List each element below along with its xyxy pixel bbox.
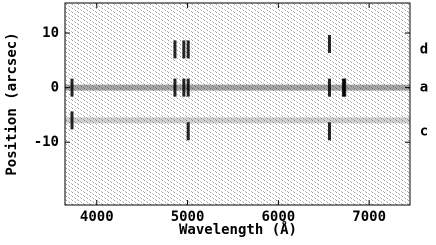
y-tick-label: 10 bbox=[42, 25, 59, 41]
x-axis-label: Wavelength (Å) bbox=[179, 221, 297, 238]
emission-knot bbox=[173, 78, 177, 97]
annotation: c bbox=[420, 123, 428, 139]
x-tick-label: 7000 bbox=[352, 209, 386, 225]
y-axis-label: Position (arcsec) bbox=[4, 32, 20, 175]
continuum-band bbox=[65, 117, 410, 124]
image-background bbox=[65, 3, 410, 205]
emission-knot bbox=[70, 78, 74, 97]
x-tick-label: 4000 bbox=[80, 209, 114, 225]
annotation: d bbox=[420, 41, 428, 57]
y-tick-label: 0 bbox=[51, 80, 59, 96]
emission-knot bbox=[186, 40, 190, 59]
plot-frame bbox=[64, 2, 411, 206]
emission-knot bbox=[186, 122, 190, 141]
annotation: a bbox=[420, 80, 428, 96]
emission-knot bbox=[327, 122, 331, 141]
emission-knot bbox=[182, 40, 186, 59]
y-tick-label: -10 bbox=[34, 134, 59, 150]
x-tick-label: 6000 bbox=[261, 209, 295, 225]
emission-knot bbox=[327, 78, 331, 97]
emission-knot bbox=[182, 78, 186, 97]
emission-knot bbox=[70, 111, 74, 130]
emission-knot bbox=[327, 34, 331, 53]
emission-knot bbox=[186, 78, 190, 97]
continuum-band bbox=[65, 84, 410, 91]
emission-knot bbox=[173, 40, 177, 59]
x-tick-label: 5000 bbox=[171, 209, 205, 225]
emission-knot bbox=[343, 78, 347, 97]
